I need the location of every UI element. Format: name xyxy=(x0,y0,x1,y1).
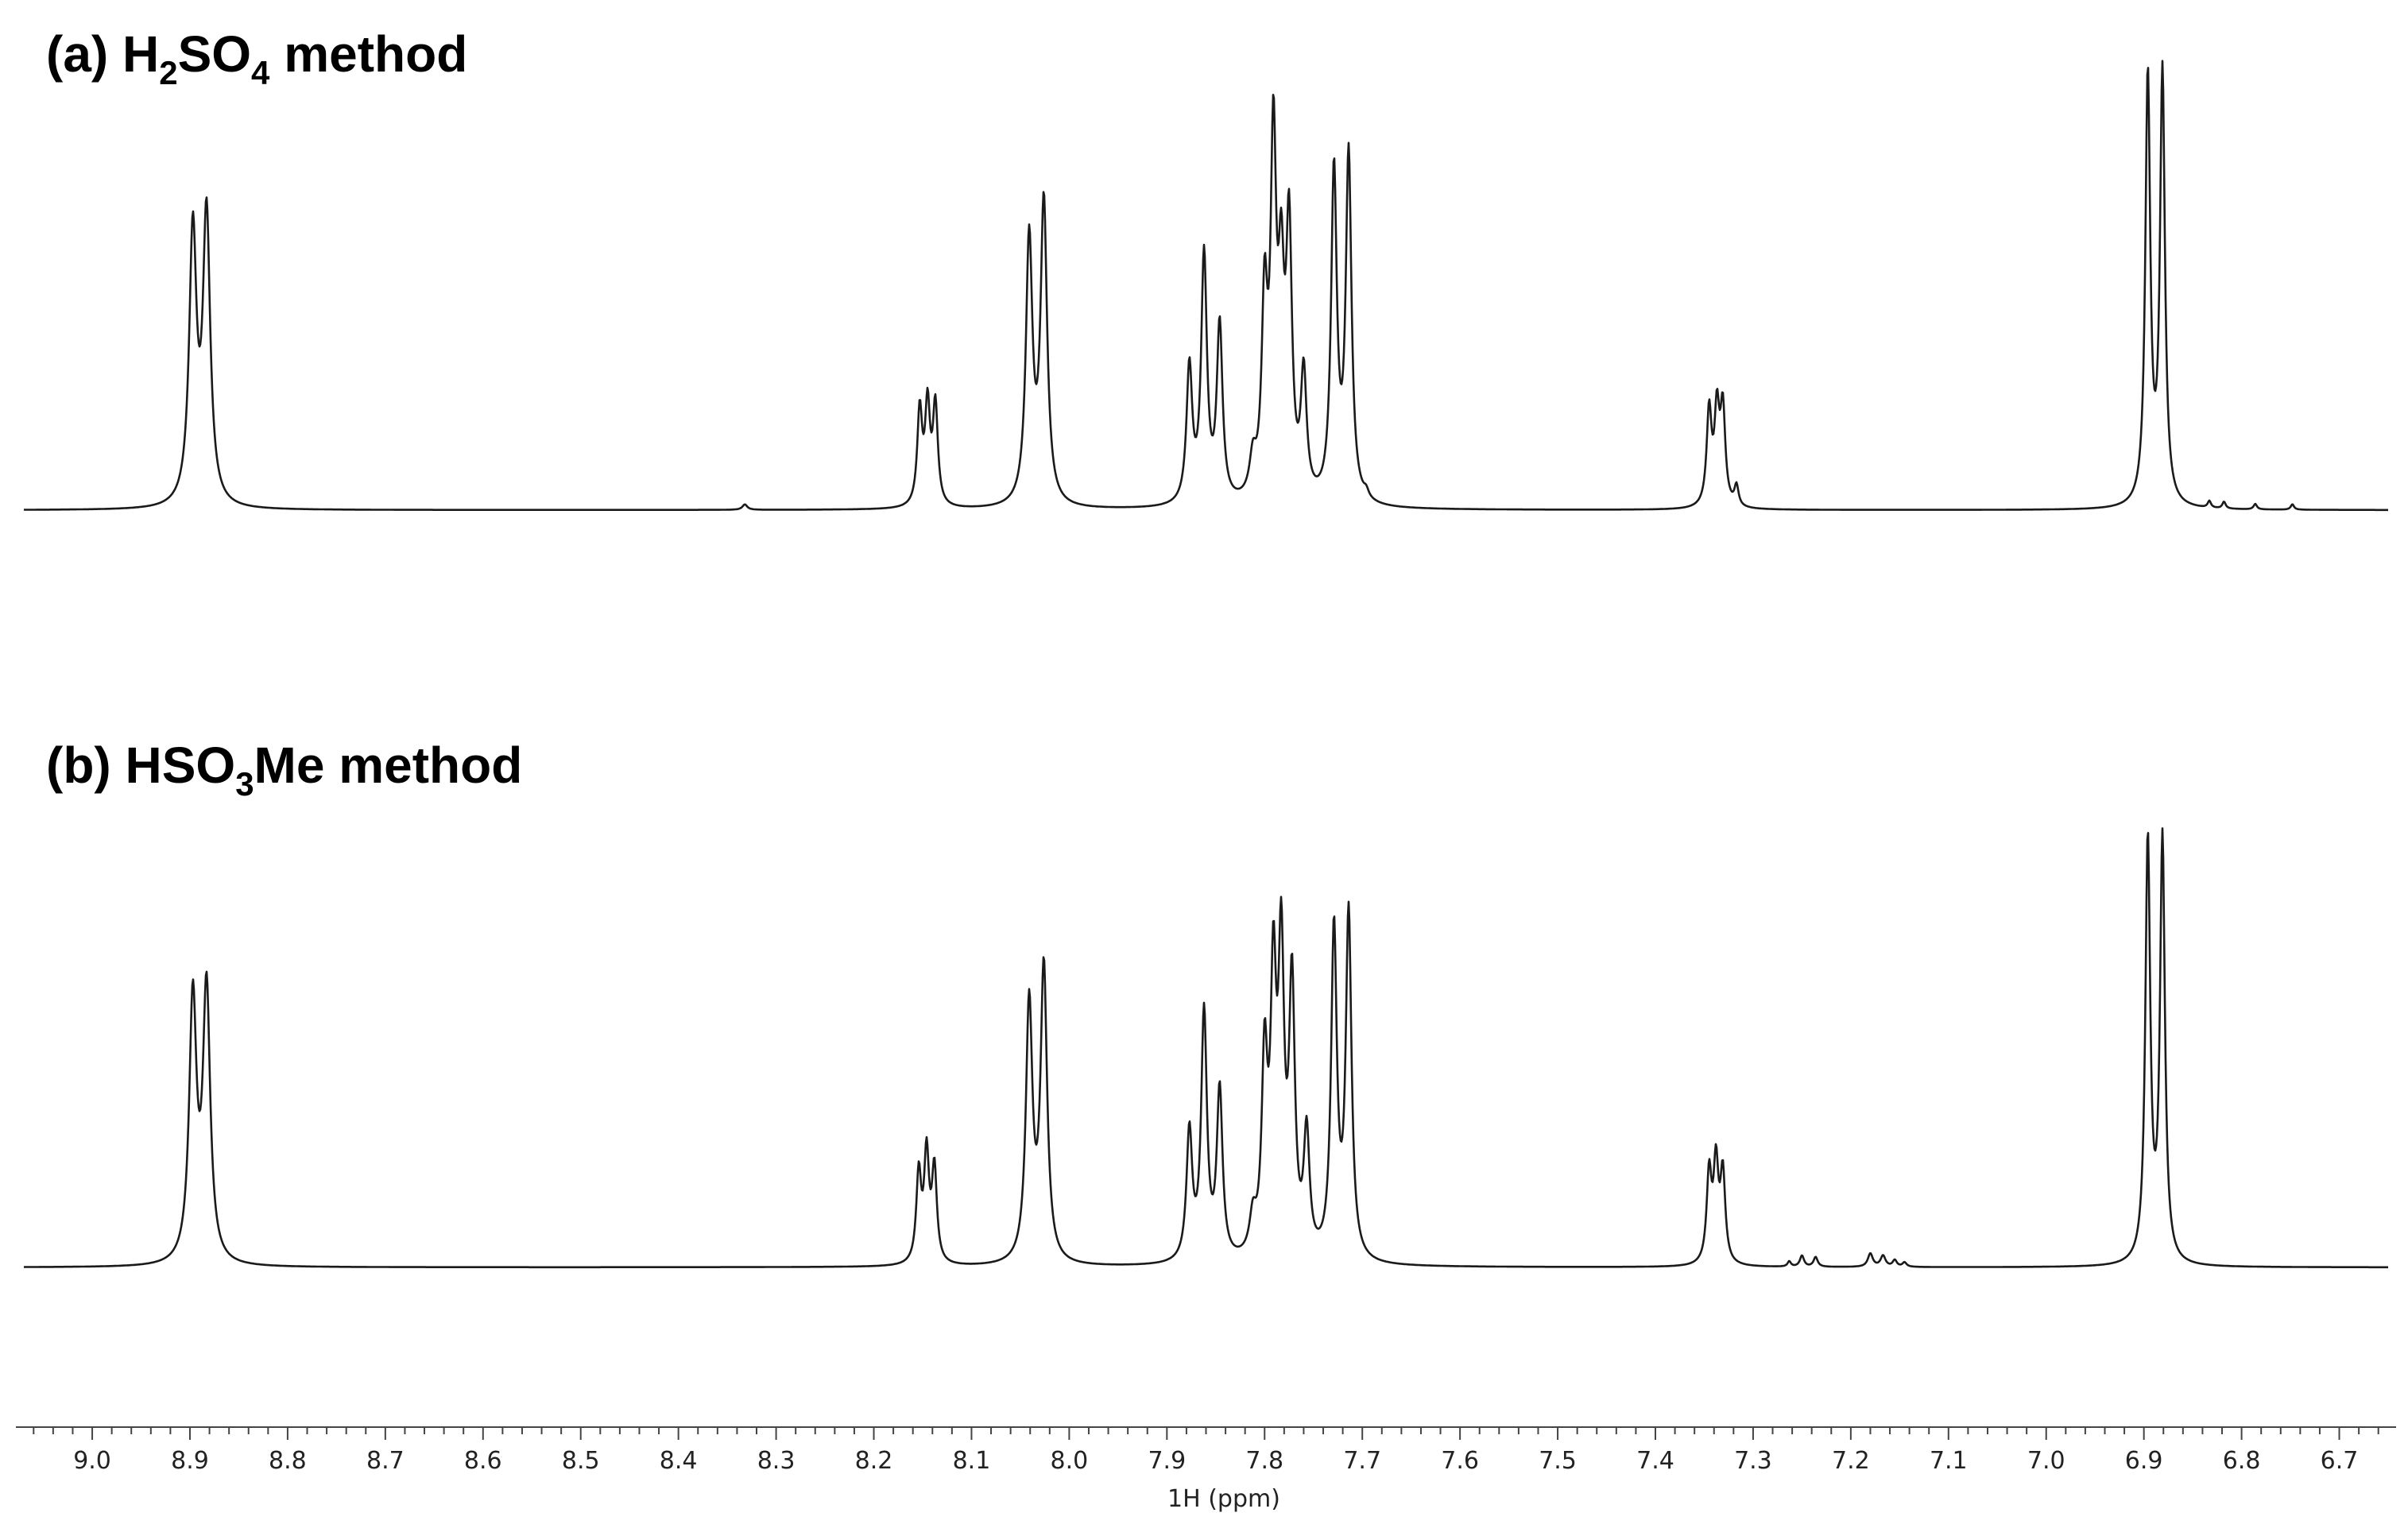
x-axis: 9.0 8.9 8.8 8.7 8.6 8.5 8.4 8.3 8.2 8.1 8.0 7.9 7.8 7… xyxy=(16,1426,2396,1475)
x-tick-label: 7.5 xyxy=(1539,1447,1577,1475)
x-tick-label: 8.8 xyxy=(269,1447,307,1475)
x-tick-label: 7.9 xyxy=(1148,1447,1186,1475)
x-tick-label: 8.0 xyxy=(1051,1447,1089,1475)
spectrum-trace-b xyxy=(23,827,2389,1269)
x-tick-label: 8.5 xyxy=(562,1447,600,1475)
x-tick-label: 6.7 xyxy=(2321,1447,2359,1475)
panel-a-label: (a) H2SO4 method xyxy=(46,25,467,91)
x-axis-title: 1H (ppm) xyxy=(1167,1485,1280,1513)
x-tick-label: 7.8 xyxy=(1245,1447,1283,1475)
spectrum-traces xyxy=(23,60,2389,1269)
x-tick-label: 8.2 xyxy=(855,1447,893,1475)
x-tick-label: 6.9 xyxy=(2125,1447,2163,1475)
x-tick-label: 7.7 xyxy=(1343,1447,1381,1475)
x-tick-label: 8.9 xyxy=(171,1447,209,1475)
spectrum-trace-a xyxy=(23,60,2389,512)
x-tick-label: 7.0 xyxy=(2027,1447,2065,1475)
x-tick-label: 7.2 xyxy=(1832,1447,1870,1475)
x-tick-label: 9.0 xyxy=(73,1447,111,1475)
x-tick-label: 8.6 xyxy=(464,1447,502,1475)
panel-b-label: (b) HSO3Me method xyxy=(46,737,522,803)
x-tick-label: 8.7 xyxy=(366,1447,405,1475)
x-tick-label: 8.4 xyxy=(660,1447,698,1475)
x-tick-label: 8.1 xyxy=(953,1447,991,1475)
x-tick-label: 7.1 xyxy=(1930,1447,1968,1475)
x-tick-label: 6.8 xyxy=(2223,1447,2261,1475)
x-tick-label: 7.3 xyxy=(1734,1447,1772,1475)
x-tick-label: 8.3 xyxy=(757,1447,796,1475)
x-tick-label: 7.6 xyxy=(1441,1447,1479,1475)
x-tick-label: 7.4 xyxy=(1636,1447,1674,1475)
